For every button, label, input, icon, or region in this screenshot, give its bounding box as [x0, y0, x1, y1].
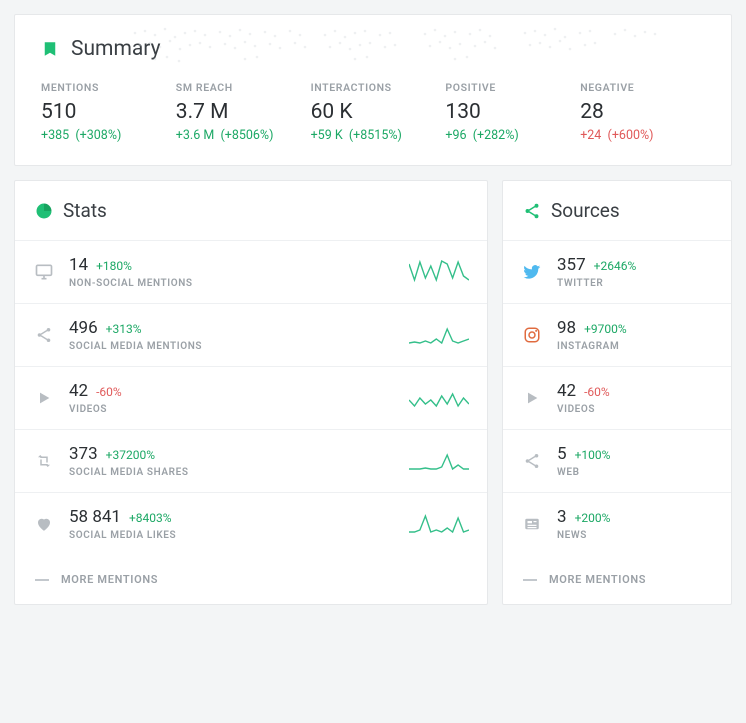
stats-card: Stats 14 +180% NON-SOCIAL MENTIONS 496 +…: [14, 180, 488, 605]
sources-value: 5: [557, 444, 567, 464]
metric-negative: NEGATIVE 28 +24 (+600%): [580, 81, 705, 143]
minus-icon: [523, 579, 537, 581]
news-icon: [521, 515, 543, 533]
sources-value: 42: [557, 381, 576, 401]
stats-row[interactable]: 373 +37200% SOCIAL MEDIA SHARES: [15, 430, 487, 493]
metric-delta: +59 K (+8515%): [311, 128, 436, 143]
stats-more-label: MORE MENTIONS: [61, 573, 158, 586]
sources-more-button[interactable]: MORE MENTIONS: [503, 555, 731, 604]
metric-delta: +3.6 M (+8506%): [176, 128, 301, 143]
twitter-icon: [521, 262, 543, 282]
stats-row[interactable]: 42 -60% VIDEOS: [15, 367, 487, 430]
sources-row[interactable]: 357 +2646% TWITTER: [503, 241, 731, 304]
stats-delta: +180%: [96, 259, 132, 273]
metric-sm-reach: SM REACH 3.7 M +3.6 M (+8506%): [176, 81, 301, 143]
bookmark-icon: [41, 40, 59, 58]
sources-value: 98: [557, 318, 576, 338]
summary-card: Summary MENTIONS 510 +385 (+308%) SM REA…: [14, 14, 732, 166]
stats-sublabel: SOCIAL MEDIA SHARES: [69, 467, 395, 478]
stats-value: 42: [69, 381, 88, 401]
metric-value: 28: [580, 100, 705, 124]
sparkline: [409, 447, 469, 475]
metric-value: 510: [41, 100, 166, 124]
metric-value: 3.7 M: [176, 100, 301, 124]
stats-delta: -60%: [96, 385, 122, 399]
stats-sublabel: NON-SOCIAL MENTIONS: [69, 278, 395, 289]
play-icon: [521, 390, 543, 406]
sources-delta: +100%: [575, 448, 611, 462]
metric-label: POSITIVE: [445, 81, 570, 94]
share-icon: [33, 326, 55, 344]
sources-sublabel: INSTAGRAM: [557, 341, 713, 352]
sources-row[interactable]: 5 +100% WEB: [503, 430, 731, 493]
metric-label: SM REACH: [176, 81, 301, 94]
sources-sublabel: VIDEOS: [557, 404, 713, 415]
sources-delta: +2646%: [594, 259, 637, 273]
sources-sublabel: NEWS: [557, 530, 713, 541]
stats-value: 373: [69, 444, 98, 464]
monitor-icon: [33, 262, 55, 282]
metric-value: 130: [445, 100, 570, 124]
metric-label: INTERACTIONS: [311, 81, 436, 94]
minus-icon: [35, 579, 49, 581]
stats-delta: +313%: [106, 322, 142, 336]
sources-sublabel: TWITTER: [557, 278, 713, 289]
instagram-icon: [521, 326, 543, 344]
stats-row[interactable]: 496 +313% SOCIAL MEDIA MENTIONS: [15, 304, 487, 367]
sources-delta: +9700%: [584, 322, 627, 336]
metric-label: MENTIONS: [41, 81, 166, 94]
heart-icon: [33, 515, 55, 533]
sources-more-label: MORE MENTIONS: [549, 573, 646, 586]
summary-title: Summary: [71, 37, 161, 61]
summary-metrics: MENTIONS 510 +385 (+308%) SM REACH 3.7 M…: [41, 81, 705, 143]
metric-label: NEGATIVE: [580, 81, 705, 94]
sources-card: Sources 357 +2646% TWITTER 98 +9700% INS…: [502, 180, 732, 605]
stats-delta: +8403%: [129, 511, 172, 525]
sources-title: Sources: [551, 199, 620, 222]
stats-value: 58 841: [69, 507, 121, 527]
stats-sublabel: VIDEOS: [69, 404, 395, 415]
stats-delta: +37200%: [106, 448, 155, 462]
metric-value: 60 K: [311, 100, 436, 124]
retweet-icon: [33, 452, 55, 470]
sources-delta: +200%: [575, 511, 611, 525]
sources-row[interactable]: 3 +200% NEWS: [503, 493, 731, 555]
metric-delta: +96 (+282%): [445, 128, 570, 143]
sources-row[interactable]: 98 +9700% INSTAGRAM: [503, 304, 731, 367]
stats-title: Stats: [63, 199, 107, 222]
sources-delta: -60%: [584, 385, 610, 399]
play-icon: [33, 390, 55, 406]
metric-interactions: INTERACTIONS 60 K +59 K (+8515%): [311, 81, 436, 143]
stats-more-button[interactable]: MORE MENTIONS: [15, 555, 487, 604]
share-icon: [523, 202, 541, 220]
sources-sublabel: WEB: [557, 467, 713, 478]
metric-positive: POSITIVE 130 +96 (+282%): [445, 81, 570, 143]
sources-value: 357: [557, 255, 586, 275]
sparkline: [409, 321, 469, 349]
pie-icon: [35, 202, 53, 220]
stats-sublabel: SOCIAL MEDIA LIKES: [69, 530, 395, 541]
stats-sublabel: SOCIAL MEDIA MENTIONS: [69, 341, 395, 352]
sparkline: [409, 258, 469, 286]
sparkline: [409, 510, 469, 538]
metric-delta: +24 (+600%): [580, 128, 705, 143]
metric-delta: +385 (+308%): [41, 128, 166, 143]
sources-value: 3: [557, 507, 567, 527]
stats-value: 14: [69, 255, 88, 275]
sources-row[interactable]: 42 -60% VIDEOS: [503, 367, 731, 430]
stats-value: 496: [69, 318, 98, 338]
sparkline: [409, 384, 469, 412]
metric-mentions: MENTIONS 510 +385 (+308%): [41, 81, 166, 143]
share-icon: [521, 452, 543, 470]
stats-row[interactable]: 14 +180% NON-SOCIAL MENTIONS: [15, 241, 487, 304]
stats-row[interactable]: 58 841 +8403% SOCIAL MEDIA LIKES: [15, 493, 487, 555]
